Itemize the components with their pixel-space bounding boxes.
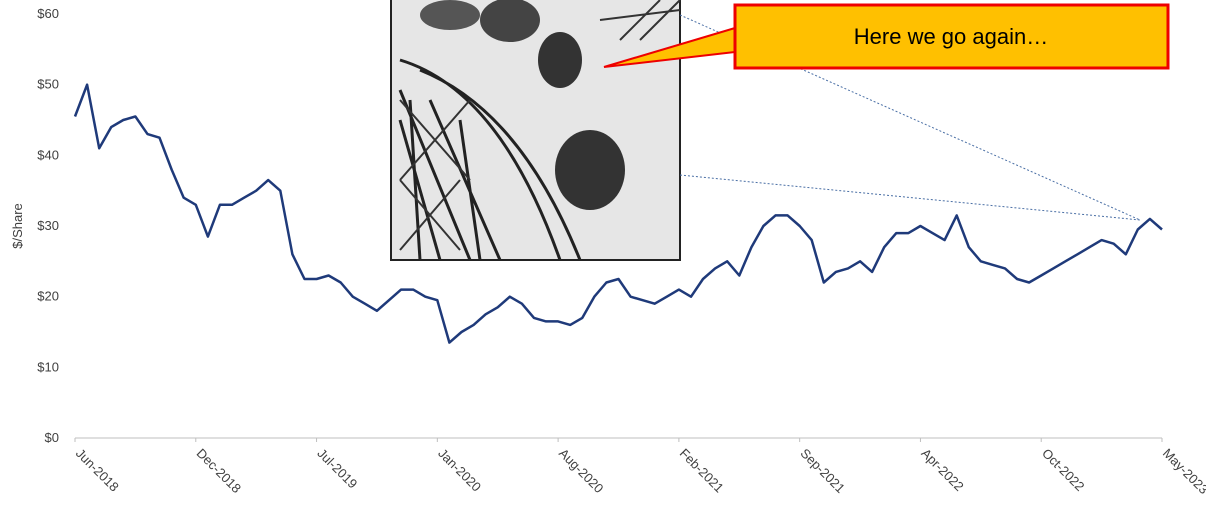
y-tick-label: $20 (37, 289, 59, 304)
y-tick-label: $40 (37, 147, 59, 162)
y-tick-label: $60 (37, 6, 59, 21)
x-tick-label: Oct-2022 (1039, 446, 1087, 494)
x-tick-label: Sep-2021 (798, 446, 848, 496)
x-tick-label: Jun-2018 (73, 446, 122, 495)
y-tick-label: $10 (37, 359, 59, 374)
y-tick-label: $0 (45, 430, 59, 445)
x-tick-label: Dec-2018 (194, 446, 244, 496)
y-tick-label: $50 (37, 77, 59, 92)
x-tick-label: Feb-2021 (677, 446, 727, 496)
cartoon-inset (391, 0, 680, 260)
x-tick-label: Jan-2020 (435, 446, 484, 495)
x-tick-label: Aug-2020 (556, 446, 606, 496)
callout-text: Here we go again… (854, 24, 1048, 49)
x-tick-label: Jul-2019 (314, 446, 360, 492)
chart: $/Share $0 $10 $20 $30 $40 $50 $60 Jun-2018 Dec-… (0, 0, 1206, 513)
zoom-line (680, 175, 1140, 220)
y-axis-label: $/Share (10, 203, 25, 249)
y-tick-label: $30 (37, 218, 59, 233)
x-tick-label: Apr-2022 (918, 446, 966, 494)
x-tick-label: May-2023 (1160, 446, 1206, 497)
